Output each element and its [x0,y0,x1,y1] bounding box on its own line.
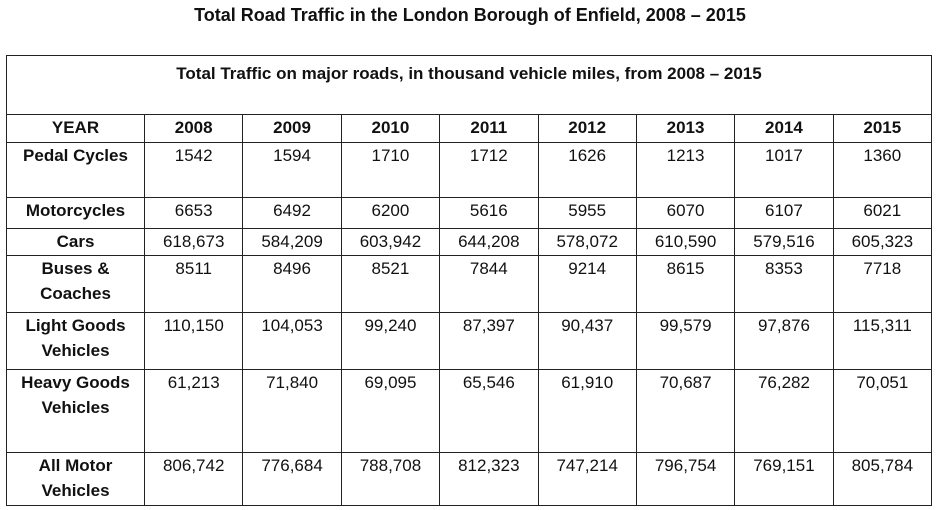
table-cell: 584,209 [242,228,342,256]
year-header: 2014 [734,114,834,143]
table-cell: 115,311 [832,312,933,370]
year-header: 2015 [832,114,933,143]
table-cell: 6070 [635,197,736,229]
year-header: 2012 [537,114,637,143]
table-row: Light Goods Vehicles 110,150 104,053 99,240… [6,312,933,370]
table-cell: 6107 [734,197,834,229]
row-label: Pedal Cycles [6,142,145,198]
table-cell: 579,516 [734,228,834,256]
table-cell: 9214 [537,255,637,313]
table-cell: 110,150 [143,312,244,370]
table-cell: 8511 [143,255,244,313]
table-cell: 6200 [340,197,441,229]
table-cell: 1542 [143,142,244,198]
table-cell: 812,323 [439,452,539,506]
table-cell: 1626 [537,142,637,198]
table-cell: 796,754 [635,452,736,506]
table-cell: 1213 [635,142,736,198]
table-cell: 644,208 [439,228,539,256]
table-cell: 1360 [832,142,933,198]
table-cell: 71,840 [242,369,342,453]
table-cell: 1710 [340,142,441,198]
year-header: 2013 [635,114,736,143]
table-caption: Total Traffic on major roads, in thousan… [6,55,932,115]
row-label: Cars [6,228,145,256]
year-header: 2008 [143,114,244,143]
table-row: Buses & Coaches 8511 8496 8521 7844 9214 8615 8… [6,255,933,313]
table-cell: 618,673 [143,228,244,256]
table-cell: 8615 [635,255,736,313]
table-cell: 6492 [242,197,342,229]
table-row: All Motor Vehicles 806,742 776,684 788,708 8… [6,452,933,506]
table-cell: 1712 [439,142,539,198]
table-cell: 605,323 [832,228,933,256]
table-cell: 61,213 [143,369,244,453]
table-cell: 747,214 [537,452,637,506]
table-cell: 69,095 [340,369,441,453]
table-cell: 8353 [734,255,834,313]
table-cell: 769,151 [734,452,834,506]
year-header: 2009 [242,114,342,143]
row-label: Heavy Goods Vehicles [6,369,145,453]
table-cell: 788,708 [340,452,441,506]
table-cell: 806,742 [143,452,244,506]
table-cell: 90,437 [537,312,637,370]
table-row: Pedal Cycles 1542 1594 1710 1712 1626 1213 1017… [6,142,933,198]
table-cell: 1017 [734,142,834,198]
table-cell: 6653 [143,197,244,229]
page-title: Total Road Traffic in the London Borough… [194,5,746,25]
table-cell: 8521 [340,255,441,313]
year-header-label: YEAR [6,114,145,143]
table-row: Heavy Goods Vehicles 61,213 71,840 69,095 65… [6,369,933,453]
table-cell: 99,240 [340,312,441,370]
traffic-table: Total Traffic on major roads, in thousan… [6,55,933,506]
table-cell: 104,053 [242,312,342,370]
table-cell: 7718 [832,255,933,313]
table-cell: 76,282 [734,369,834,453]
row-label: Buses & Coaches [6,255,145,313]
table-cell: 5955 [537,197,637,229]
table-row: Cars 618,673 584,209 603,942 644,208 578,072 6… [6,228,933,256]
table-cell: 87,397 [439,312,539,370]
row-label: All Motor Vehicles [6,452,145,506]
table-cell: 610,590 [635,228,736,256]
table-cell: 65,546 [439,369,539,453]
table-cell: 6021 [832,197,933,229]
table-cell: 5616 [439,197,539,229]
row-label: Motorcycles [6,197,145,229]
table-cell: 97,876 [734,312,834,370]
table-cell: 578,072 [537,228,637,256]
table-cell: 61,910 [537,369,637,453]
table-row: Motorcycles 6653 6492 6200 5616 5955 6070 6107 6… [6,197,933,229]
table-cell: 7844 [439,255,539,313]
year-header: 2011 [439,114,539,143]
year-header: 2010 [340,114,441,143]
table-cell: 8496 [242,255,342,313]
table-cell: 70,051 [832,369,933,453]
table-cell: 776,684 [242,452,342,506]
table-cell: 805,784 [832,452,933,506]
table-cell: 603,942 [340,228,441,256]
table-cell: 99,579 [635,312,736,370]
row-label: Light Goods Vehicles [6,312,145,370]
table-cell: 1594 [242,142,342,198]
table-cell: 70,687 [635,369,736,453]
